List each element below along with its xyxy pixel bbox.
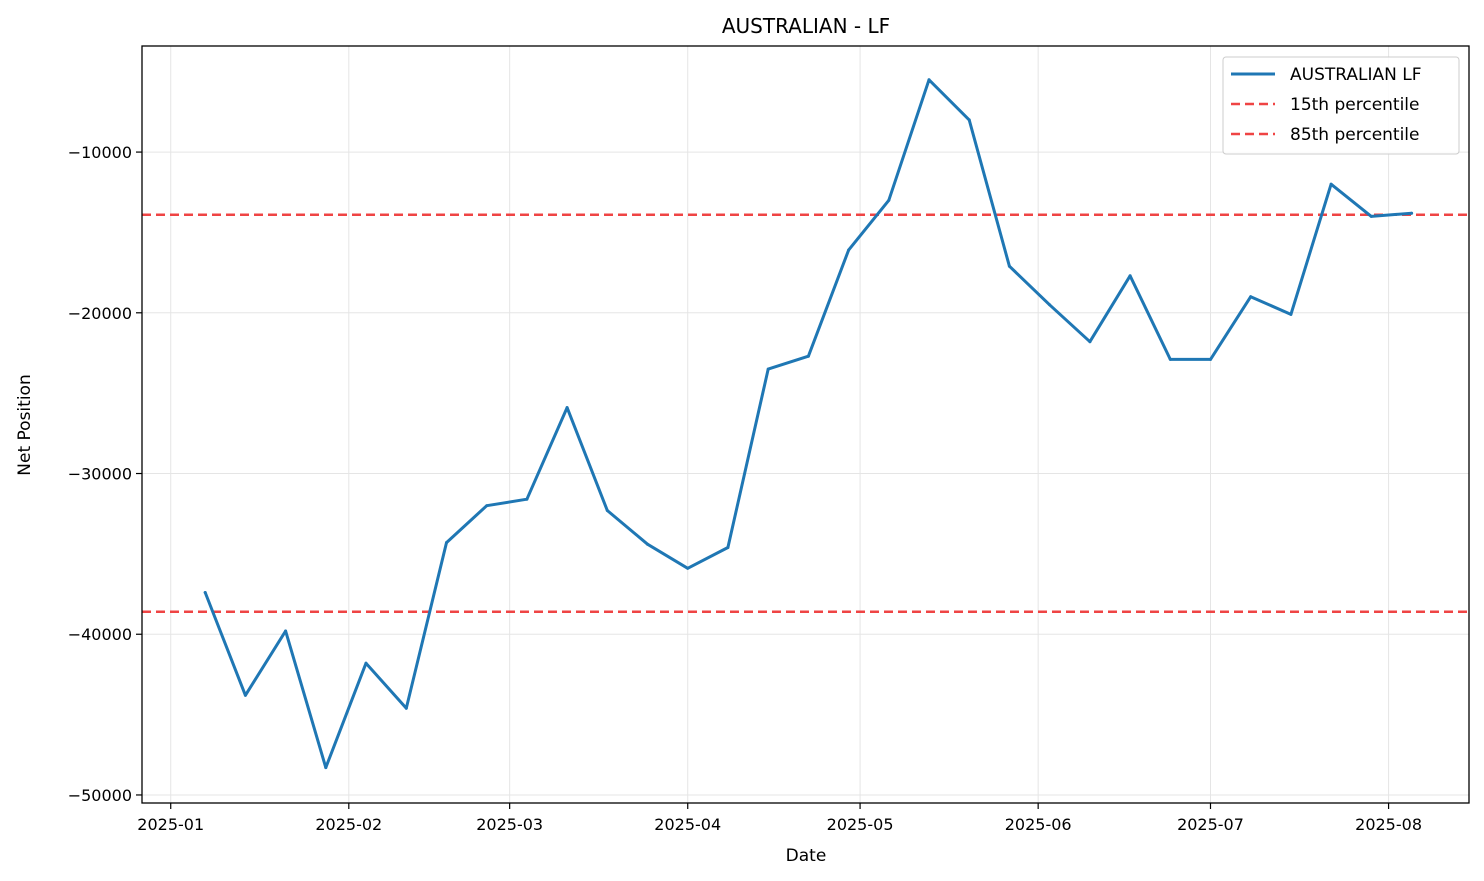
data-point <box>887 198 891 202</box>
legend-label-p15: 15th percentile <box>1290 95 1420 115</box>
data-point <box>364 661 368 665</box>
data-point <box>243 693 247 697</box>
data-point <box>686 566 690 570</box>
x-tick-label: 2025-06 <box>1005 815 1072 834</box>
reference-lines <box>142 213 1469 613</box>
data-point <box>646 542 649 546</box>
y-axis-label: Net Position <box>15 374 35 475</box>
legend-label-series: AUSTRALIAN LF <box>1290 65 1421 85</box>
data-point <box>605 509 609 512</box>
x-tick-label: 2025-07 <box>1177 815 1244 834</box>
data-point <box>525 497 529 501</box>
y-tick-label: −50000 <box>68 786 132 805</box>
x-axis: 2025-01 2025-02 2025-03 2025-04 2025-05 2025-… <box>137 803 1422 834</box>
data-point <box>1410 211 1414 215</box>
x-tick-label: 2025-05 <box>827 815 894 834</box>
x-tick-label: 2025-02 <box>315 815 382 834</box>
data-point <box>1289 312 1293 316</box>
data-point <box>1249 295 1253 299</box>
y-tick-label: −40000 <box>68 625 132 644</box>
legend-box <box>1222 56 1460 155</box>
x-tick-label: 2025-04 <box>654 815 721 834</box>
y-tick-label: −20000 <box>68 304 132 323</box>
data-point <box>1209 357 1212 361</box>
data-point <box>927 78 931 82</box>
y-axis: −50000 −40000 −30000 −20000 −10000 <box>68 143 142 805</box>
data-point <box>284 629 288 633</box>
data-point <box>766 367 770 371</box>
chart-title: AUSTRALIAN - LF <box>722 14 890 38</box>
data-point <box>445 541 448 545</box>
data-point <box>203 591 207 594</box>
data-point <box>485 504 489 508</box>
x-axis-label: Date <box>786 846 827 866</box>
y-tick-label: −10000 <box>68 143 132 162</box>
data-point <box>1088 340 1092 344</box>
legend: AUSTRALIAN LF 15th percentile 85th perce… <box>1222 56 1460 155</box>
series-layer <box>203 78 1414 770</box>
legend-label-p85: 85th percentile <box>1290 125 1420 145</box>
data-point <box>806 354 810 358</box>
data-point <box>324 766 328 770</box>
data-point <box>1369 214 1373 218</box>
y-tick-label: −30000 <box>68 465 132 484</box>
data-point <box>1168 357 1172 361</box>
data-point <box>404 706 408 710</box>
plot-frame <box>141 45 1470 804</box>
grid-layer <box>142 46 1469 803</box>
data-point <box>1007 264 1011 268</box>
series-line <box>203 78 1414 770</box>
data-point <box>847 248 851 252</box>
data-point <box>726 546 730 549</box>
x-tick-label: 2025-03 <box>476 815 543 834</box>
x-tick-label: 2025-01 <box>137 815 204 834</box>
data-point <box>1048 303 1052 307</box>
data-point <box>565 406 569 410</box>
data-point <box>1128 274 1132 278</box>
data-point <box>1329 182 1333 186</box>
x-tick-label: 2025-08 <box>1355 815 1422 834</box>
data-point <box>967 118 971 122</box>
